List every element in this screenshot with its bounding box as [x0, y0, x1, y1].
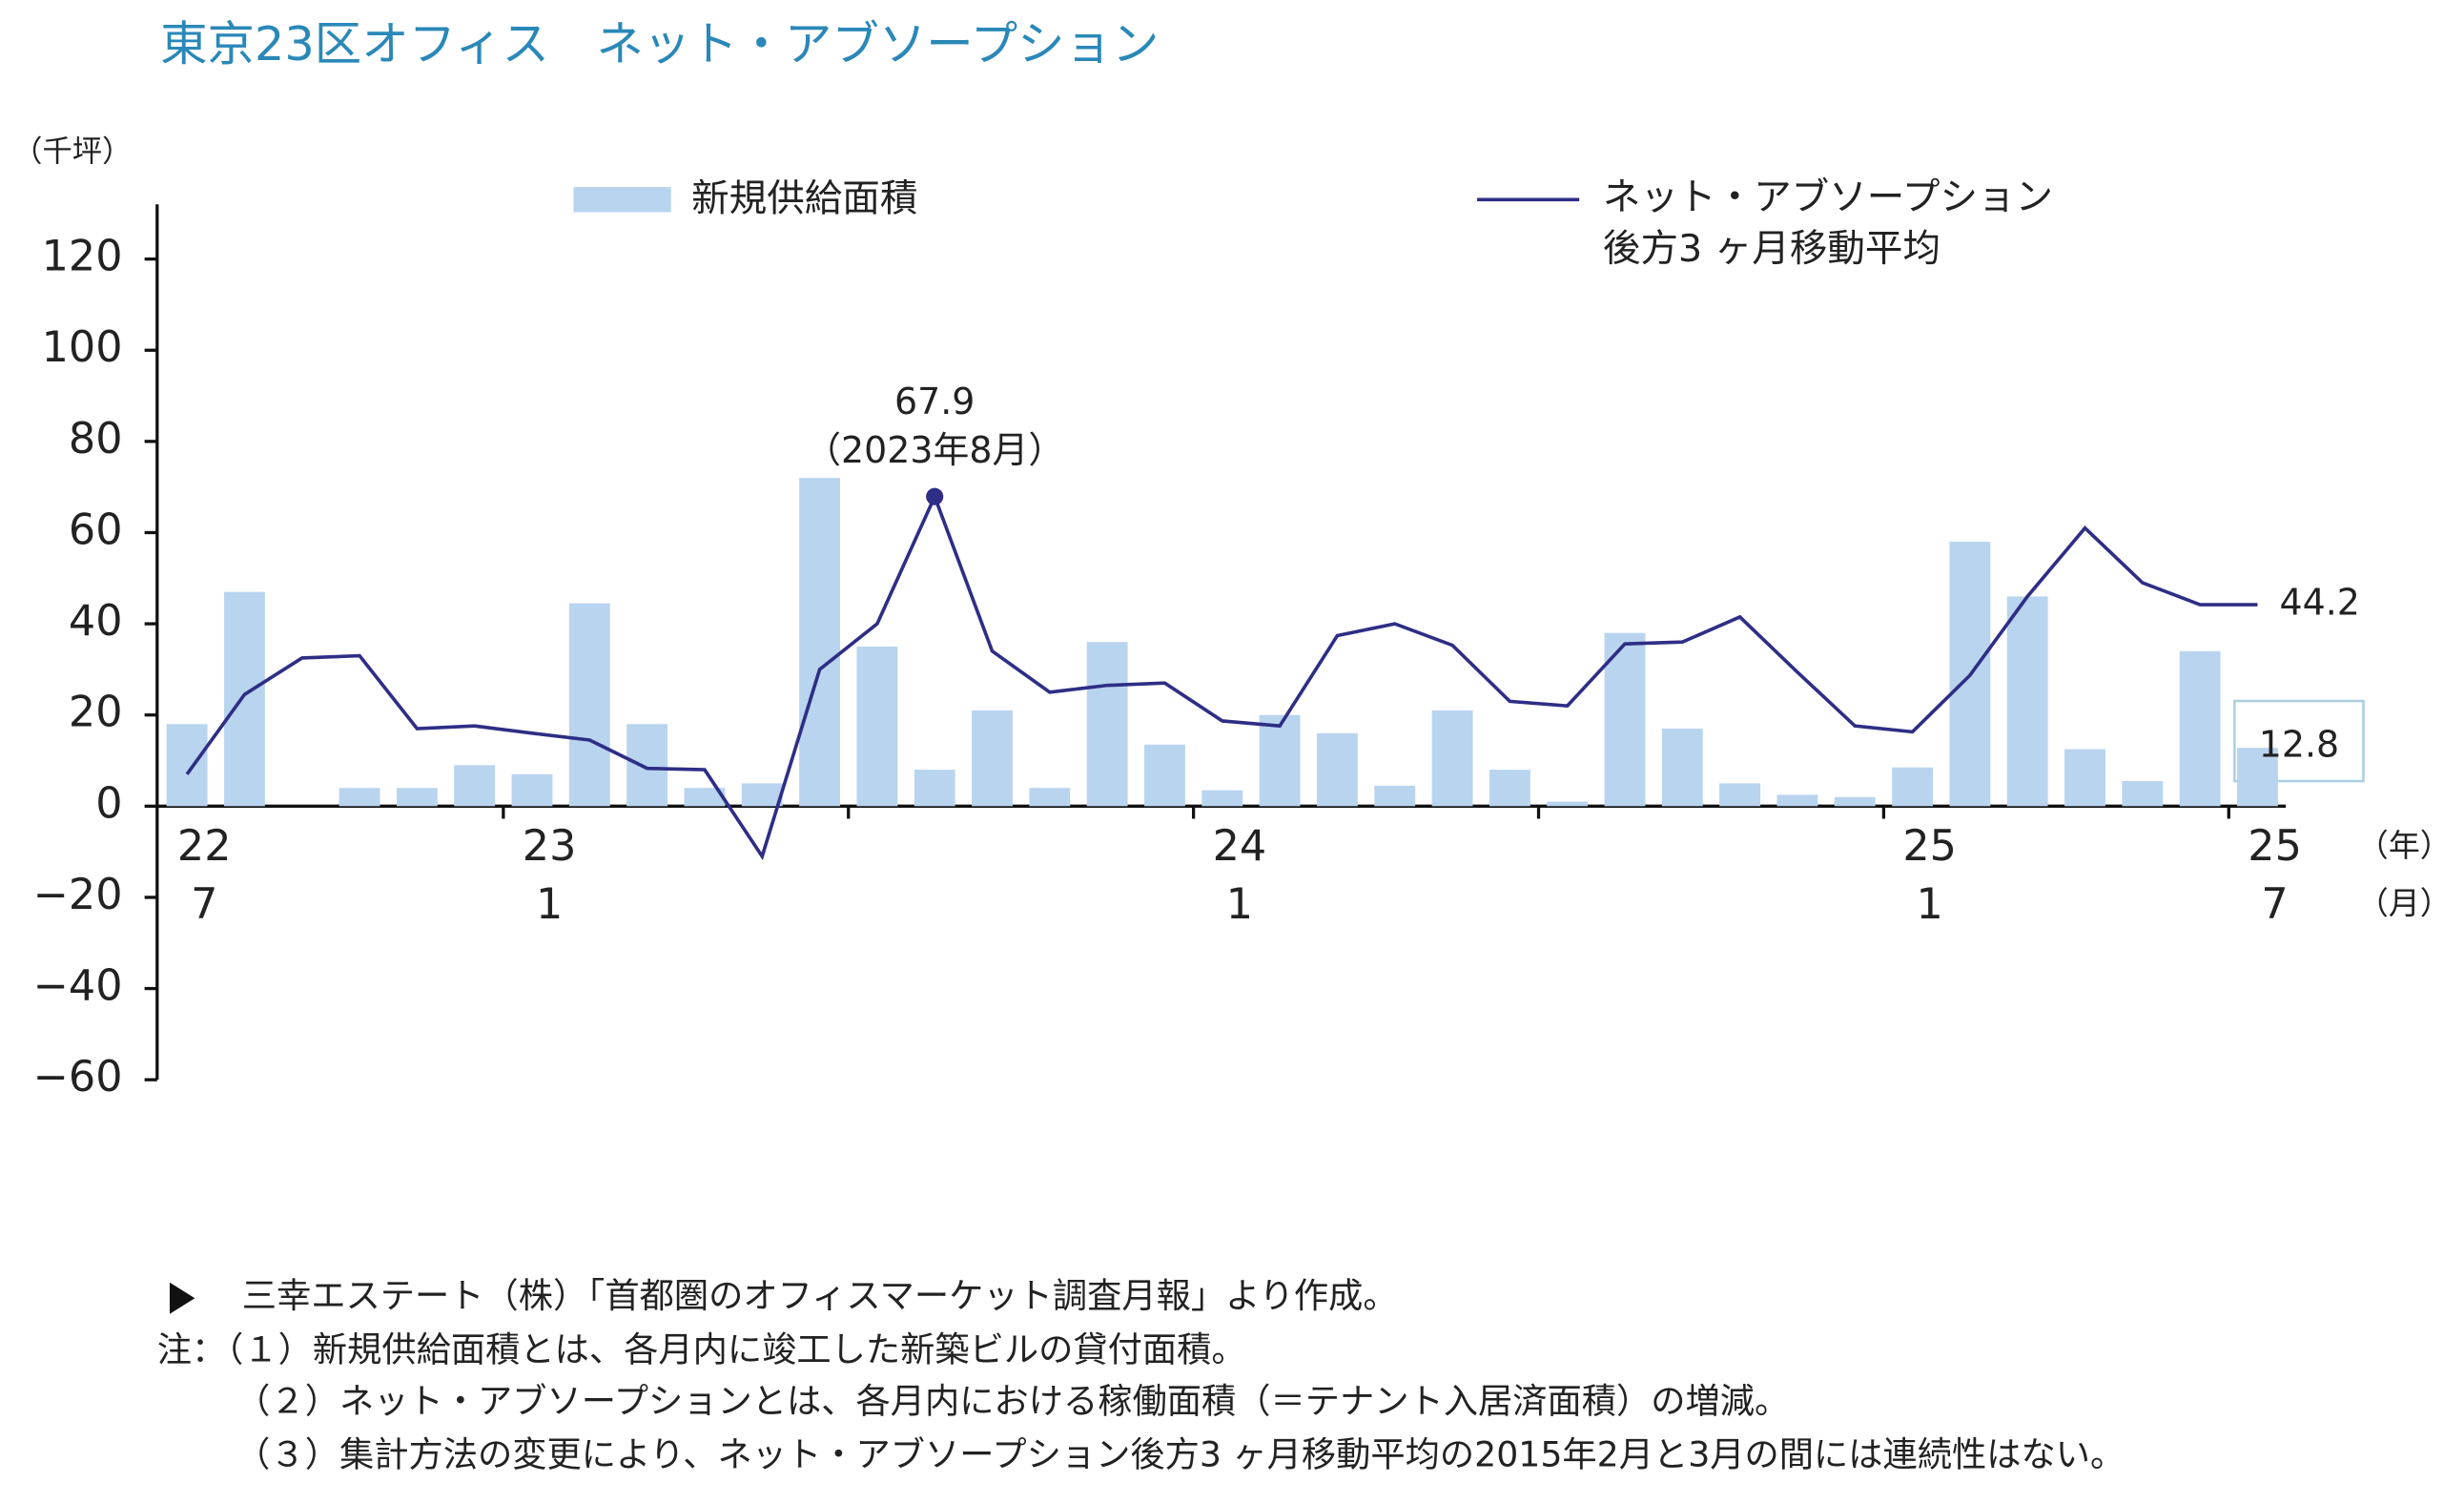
- y-tick-label: 40: [69, 597, 123, 646]
- bar: [568, 603, 610, 807]
- data-label: 12.8: [2259, 723, 2339, 765]
- bar: [1029, 788, 1071, 807]
- bar: [741, 783, 783, 807]
- y-tick-label: 20: [69, 689, 123, 737]
- bar: [1316, 732, 1358, 807]
- bar: [2122, 781, 2164, 807]
- label-box: [2233, 699, 2365, 783]
- bar: [1719, 783, 1761, 807]
- bar: [1201, 790, 1243, 807]
- y-tick-label: −20: [33, 871, 123, 919]
- y-tick-label: 80: [69, 415, 123, 463]
- note: 注：（１）新規供給面積とは、各月内に竣工した新築ビルの貸付面積。: [157, 1328, 1246, 1369]
- bar: [1661, 729, 1703, 807]
- legend-label: 新規供給面積: [691, 176, 917, 220]
- data-label: 44.2: [2280, 582, 2360, 624]
- bar: [626, 724, 668, 807]
- note: （３）集計方法の変更により、ネット・アブソープション後方3 ヶ月移動平均の201…: [236, 1434, 2125, 1475]
- peak-marker: [926, 487, 944, 505]
- bar: [1431, 710, 1473, 807]
- y-tick-label: −60: [33, 1053, 123, 1102]
- y-tick-label: 60: [69, 505, 123, 554]
- y-unit: （千坪）: [12, 134, 132, 169]
- x-year-label: 24: [1213, 822, 1267, 871]
- legend-label: ネット・アブソープション: [1603, 175, 2053, 219]
- bar: [1144, 744, 1185, 807]
- x-year-label: 23: [523, 822, 577, 871]
- bar: [339, 788, 380, 807]
- bar: [1547, 801, 1589, 807]
- x-tick-label: 1: [536, 880, 563, 929]
- data-label: 67.9: [894, 381, 975, 422]
- y-tick-label: 0: [95, 779, 122, 828]
- y-tick-label: 100: [42, 323, 123, 372]
- x-tick-label: 7: [191, 880, 217, 929]
- x-tick-label: 1: [1226, 880, 1253, 929]
- bar: [396, 788, 438, 807]
- bar: [1604, 632, 1646, 807]
- bar: [2237, 748, 2278, 807]
- line: [185, 491, 2258, 861]
- bar: [1834, 796, 1876, 807]
- legend-swatch: [573, 187, 671, 213]
- bar: [2006, 596, 2048, 807]
- bar: [511, 773, 553, 807]
- bar: [914, 770, 955, 807]
- bar: [1086, 642, 1128, 807]
- bar: [684, 788, 726, 807]
- year-unit: （年）: [2357, 827, 2452, 864]
- bar: [2179, 650, 2221, 807]
- bar: [1776, 794, 1818, 807]
- y-tick-label: 120: [42, 233, 123, 281]
- note: （２）ネット・アブソープションとは、各月内における稼働面積（＝テナント入居済面積…: [236, 1381, 1789, 1422]
- bar: [1892, 767, 1933, 807]
- y-tick-label: −40: [33, 962, 123, 1011]
- x-year-label: 25: [2248, 822, 2302, 871]
- bar: [856, 647, 898, 807]
- annotation: （2023年8月）: [805, 429, 1064, 471]
- bullet: [169, 1282, 195, 1314]
- legend-label: 後方3 ヶ月移動平均: [1603, 227, 1940, 271]
- bar: [166, 724, 208, 807]
- x-year-label: 25: [1902, 822, 1957, 871]
- bar: [2064, 749, 2105, 807]
- bar: [972, 710, 1013, 807]
- month-unit: （月）: [2357, 885, 2452, 922]
- x-tick-label: 7: [2261, 880, 2288, 929]
- chart-title: 東京23区オフィス ネット・アブソープション: [160, 16, 1159, 72]
- x-year-label: 22: [177, 822, 232, 871]
- x-tick-label: 1: [1917, 880, 1943, 929]
- bar: [454, 765, 496, 807]
- bar: [799, 478, 840, 807]
- bar: [223, 591, 265, 807]
- source: 三幸エステート（株）「首都圏のオフィスマーケット調査月報」より作成。: [242, 1275, 1398, 1316]
- bar: [1489, 770, 1530, 807]
- bar: [1259, 714, 1301, 807]
- bar: [1374, 785, 1416, 807]
